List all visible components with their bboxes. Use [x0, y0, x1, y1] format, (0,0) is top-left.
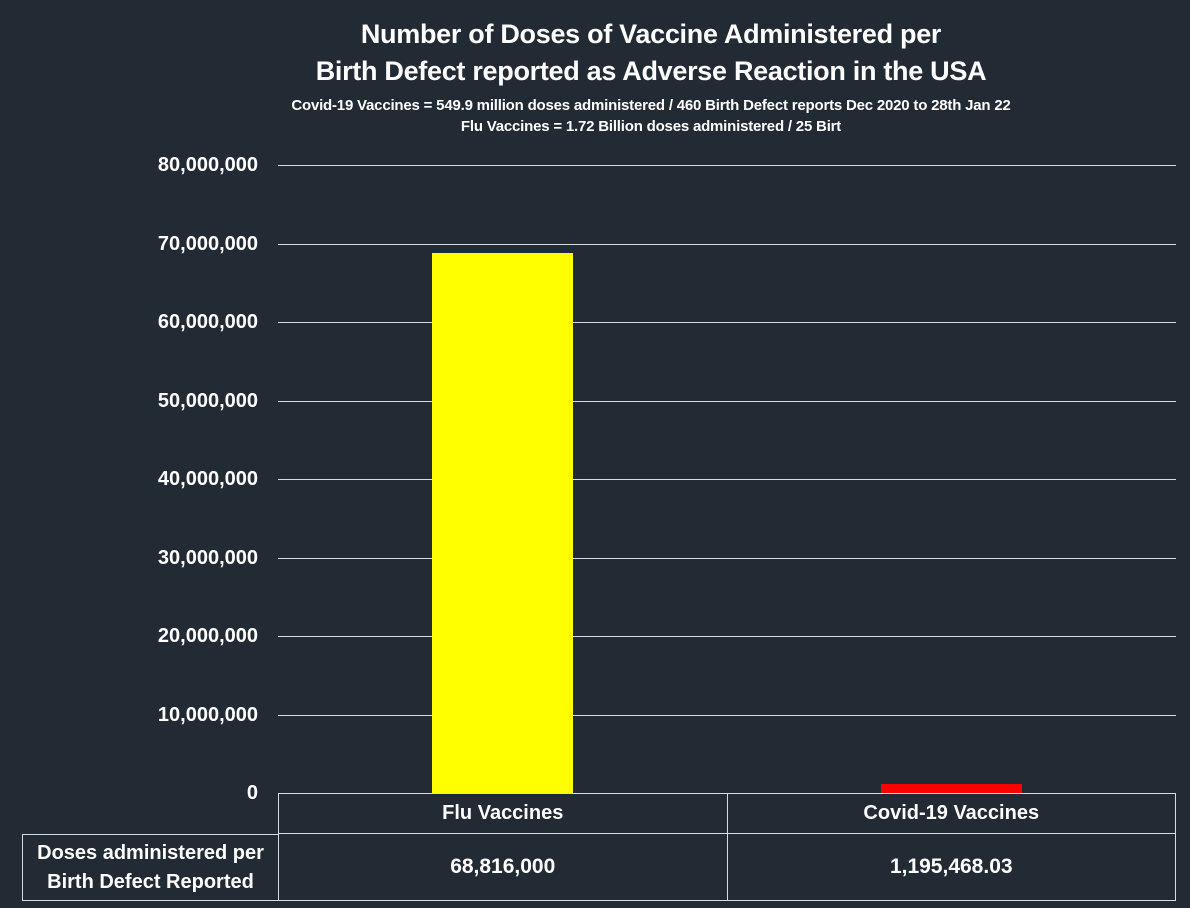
- gridline: [278, 322, 1176, 323]
- y-axis-tick-label: 10,000,000: [157, 704, 258, 726]
- bar-covid-19-vaccines: [881, 783, 1022, 793]
- chart-title-line-1: Number of Doses of Vaccine Administered …: [360, 19, 942, 49]
- bar-flu-vaccines: [432, 252, 573, 793]
- gridline: [278, 636, 1176, 637]
- y-axis-tick-label: 70,000,000: [157, 233, 258, 255]
- gridline: [278, 558, 1176, 559]
- category-header-covid-19-vaccines: Covid-19 Vaccines: [726, 794, 1176, 833]
- y-axis-tick-label: 60,000,000: [157, 311, 258, 333]
- data-table-value-row: 68,816,000 1,195,468.03: [278, 834, 1176, 901]
- gridline: [278, 244, 1176, 245]
- chart-subtitle-line-2: Flu Vaccines = 1.72 Billion doses admini…: [460, 118, 842, 135]
- value-cell-flu-vaccines: 68,816,000: [450, 855, 556, 878]
- title-block: Number of Doses of Vaccine Administered …: [112, 16, 1190, 137]
- value-cell-covid-19-vaccines: 1,195,468.03: [726, 834, 1176, 900]
- gridline: [278, 715, 1176, 716]
- subtitle-block: Covid-19 Vaccines = 549.9 million doses …: [112, 95, 1190, 137]
- category-header-flu-vaccines: Flu Vaccines: [442, 802, 564, 824]
- y-axis-tick-label: 0: [246, 782, 258, 804]
- y-axis-tick-label: 80,000,000: [157, 154, 258, 176]
- gridline: [278, 401, 1176, 402]
- chart-title-line-2: Birth Defect reported as Adverse Reactio…: [315, 56, 987, 86]
- y-axis-tick-label: 30,000,000: [157, 547, 258, 569]
- y-axis-tick-label: 20,000,000: [157, 625, 258, 647]
- gridline: [278, 479, 1176, 480]
- data-table-row-header: Doses administered per Birth Defect Repo…: [22, 834, 278, 901]
- y-axis-tick-label: 50,000,000: [157, 390, 258, 412]
- chart-subtitle-line-1: Covid-19 Vaccines = 549.9 million doses …: [291, 97, 1011, 114]
- gridline: [278, 165, 1176, 166]
- y-axis-tick-label: 40,000,000: [157, 468, 258, 490]
- data-table-category-row: Flu Vaccines Covid-19 Vaccines: [278, 793, 1176, 834]
- row-header-line-1: Doses administered per: [37, 841, 264, 864]
- row-header-line-2: Birth Defect Reported: [47, 870, 254, 893]
